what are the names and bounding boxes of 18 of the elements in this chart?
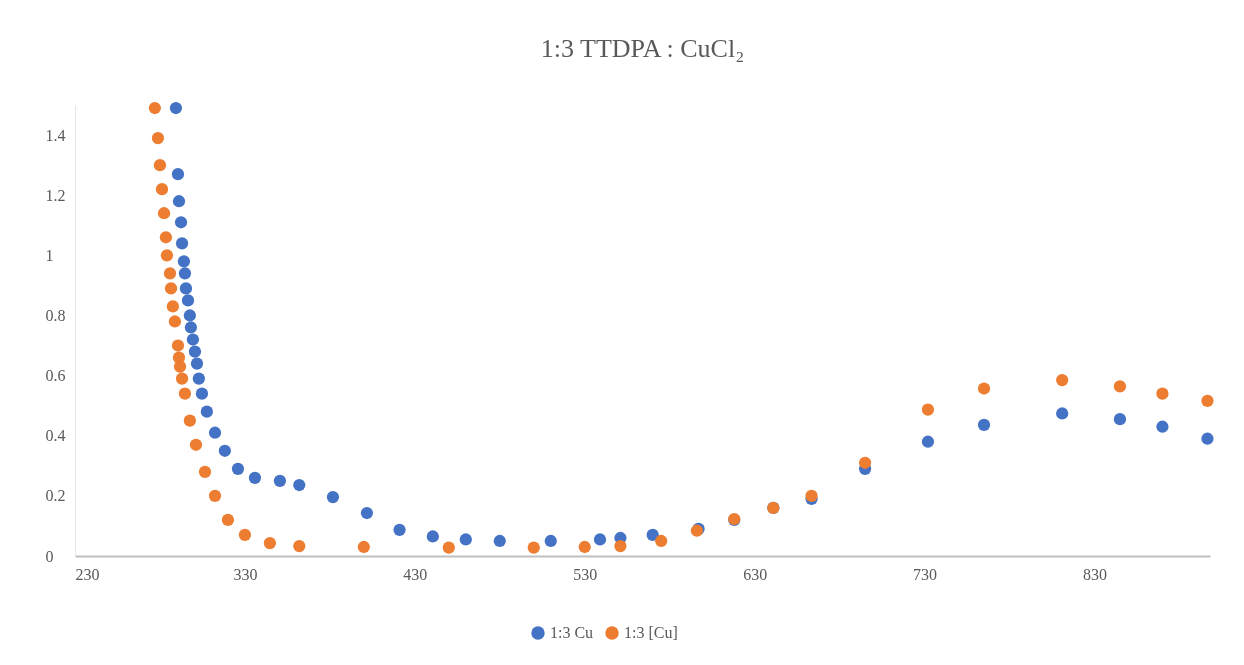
y-tick-label: 1.4	[45, 126, 66, 144]
y-tick-label: 0.8	[45, 306, 66, 324]
chart-title: 1:3 TTDPA : CuCl₂	[540, 33, 745, 63]
x-tick-label: 830	[1082, 565, 1107, 583]
legend-label: 1:3 [Cu]	[624, 624, 678, 641]
x-tick-label: 530	[573, 565, 598, 583]
x-tick-label: 330	[233, 565, 258, 583]
y-tick-label: 0.6	[45, 367, 66, 385]
y-tick-label: 0.4	[45, 427, 66, 445]
x-tick-label: 230	[75, 565, 100, 583]
x-tick-label: 730	[913, 565, 938, 583]
y-tick-label: 0.2	[45, 487, 66, 505]
y-tick-label: 0	[45, 547, 54, 565]
x-tick-label: 630	[743, 565, 768, 583]
legend-label: 1:3 Cu	[550, 624, 594, 641]
x-tick-label: 430	[403, 565, 428, 583]
y-tick-label: 1.2	[45, 186, 66, 204]
y-tick-label: 1	[45, 246, 54, 264]
